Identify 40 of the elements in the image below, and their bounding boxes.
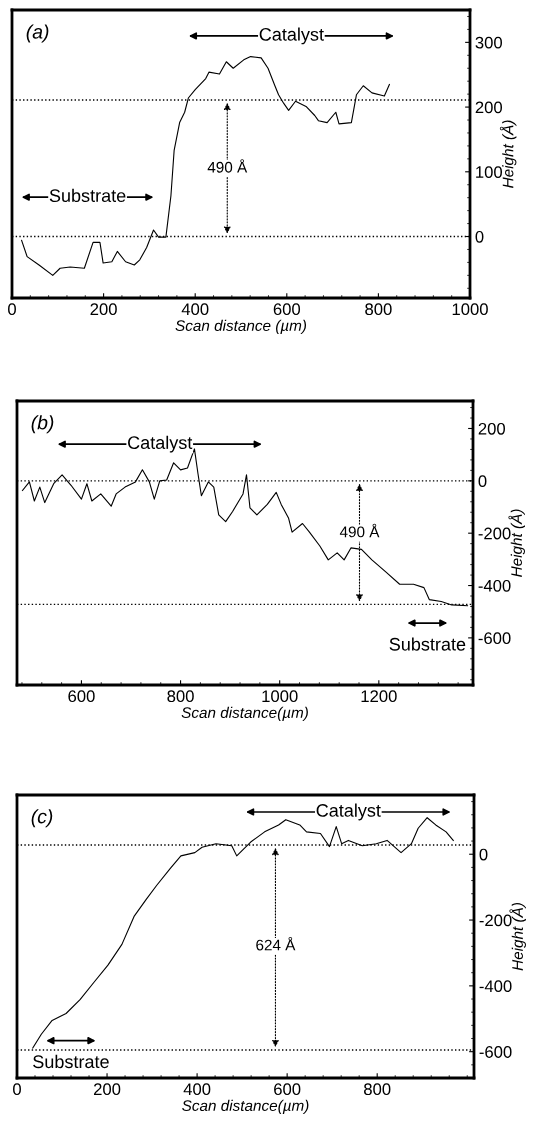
x-tick-label: 1000: [262, 690, 298, 703]
annotation: Catalyst: [259, 27, 324, 45]
y-tick-label: 0: [475, 230, 484, 243]
y-tick-label: -400: [479, 980, 512, 993]
y-tick-label: -400: [478, 579, 511, 592]
x-tick-label: 400: [181, 303, 209, 316]
x-tick-label: 800: [365, 303, 392, 316]
annotation: Substrate: [389, 637, 466, 651]
annotation: Catalyst: [128, 435, 193, 453]
x-tick-label: 1000: [452, 303, 488, 316]
x-tick-label: 600: [273, 303, 301, 316]
y-tick-label: 0: [478, 475, 487, 488]
x-tick-label: 800: [364, 1083, 391, 1096]
annotation: Substrate: [49, 188, 126, 203]
x-tick-label: 600: [68, 690, 95, 703]
y-tick-label: 200: [478, 422, 506, 435]
annotation: (c): [31, 809, 53, 828]
y-tick-label: -600: [479, 1046, 512, 1058]
x-tick-label: 600: [274, 1083, 301, 1096]
x-tick-label: 800: [167, 690, 194, 703]
annotation: Catalyst: [316, 803, 381, 821]
annotation: (b): [31, 415, 54, 434]
y-tick-label: 200: [475, 101, 503, 114]
x-tick-label: 400: [183, 1083, 211, 1096]
annotation: 490 Å: [339, 523, 380, 538]
x-axis-title: Scan distance(µm): [182, 1099, 309, 1115]
x-tick-label: 1200: [361, 690, 397, 703]
y-tick-label: 300: [475, 36, 503, 49]
y-tick-label: -600: [478, 632, 511, 645]
annotation: Substrate: [33, 1054, 109, 1069]
annotation: 624 Å: [256, 936, 296, 951]
x-axis-title: Scan distance(µm): [181, 706, 308, 722]
x-tick-label: 200: [90, 303, 117, 316]
x-tick-label: 0: [8, 303, 16, 316]
x-tick-label: 0: [13, 1083, 21, 1096]
annotation: 490 Å: [207, 159, 248, 173]
x-tick-label: 200: [93, 1083, 121, 1096]
x-axis-title: Scan distance (µm): [175, 319, 307, 335]
annotation: (a): [26, 24, 49, 43]
y-tick-label: 0: [479, 848, 488, 861]
